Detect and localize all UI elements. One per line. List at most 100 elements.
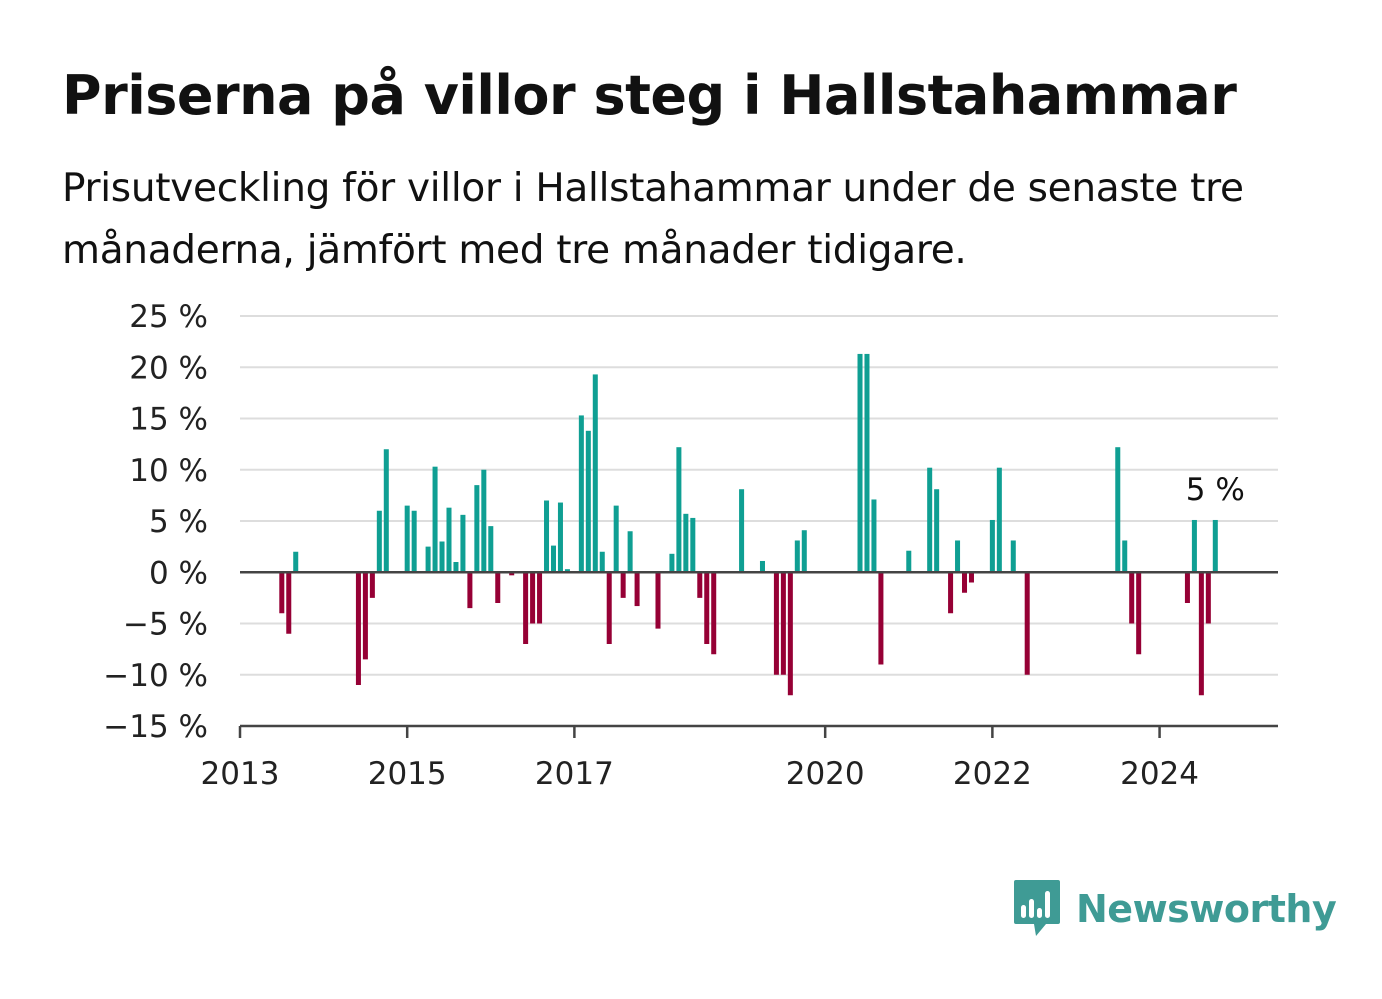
bar-negative [537, 572, 543, 624]
y-tick-label: −5 % [123, 607, 208, 643]
y-tick-label: −10 % [103, 658, 208, 694]
y-tick-label: 20 % [129, 350, 208, 386]
bar-negative [369, 572, 375, 598]
bar-positive [759, 560, 765, 573]
axes [240, 571, 1278, 728]
bar-negative [773, 572, 779, 675]
bar-positive [1010, 540, 1016, 573]
bar-negative [1198, 572, 1204, 696]
y-tick-label: −15 % [103, 709, 208, 745]
bar-positive [544, 500, 550, 573]
bar-positive [599, 551, 605, 573]
bar-positive [446, 507, 452, 573]
bar-positive [432, 466, 438, 573]
bar-positive [996, 467, 1002, 573]
bars [279, 353, 1218, 696]
bar-positive [801, 530, 807, 573]
bar-positive [474, 485, 480, 573]
bar-positive [411, 510, 417, 573]
bar-negative [606, 572, 612, 644]
bar-negative [780, 572, 786, 675]
bar-negative [1136, 572, 1142, 655]
y-tick-label: 5 % [149, 504, 208, 540]
chart-title: Priserna på villor steg i Hallstahammar [62, 64, 1237, 127]
bar-positive [669, 553, 675, 573]
bar-positive [864, 353, 870, 573]
bar-positive [481, 469, 487, 573]
bar-positive [676, 447, 682, 573]
bar-positive [690, 517, 696, 573]
bar-negative [1205, 572, 1211, 624]
y-tick-label: 15 % [129, 402, 208, 438]
bar-positive [934, 489, 940, 573]
bar-positive [1115, 447, 1121, 573]
annotation-label: 5 % [1186, 472, 1245, 508]
y-tick-label: 25 % [129, 299, 208, 335]
bar-negative [787, 572, 793, 696]
bar-negative [523, 572, 529, 644]
x-tick-label: 2024 [1120, 756, 1199, 792]
bar-positive [293, 551, 299, 573]
y-axis-ticks: −15 % −10 % −5 % 0 % 5 % 10 % 15 % 20 % 25 % [103, 299, 208, 745]
x-tick-label: 2020 [786, 756, 865, 792]
bar-positive [613, 505, 619, 573]
bar-negative [495, 572, 501, 603]
annotations: 5 % [1186, 472, 1245, 508]
bar-negative [697, 572, 703, 598]
bar-negative [968, 572, 974, 583]
bar-negative [878, 572, 884, 665]
brand-name: Newsworthy [1076, 887, 1337, 931]
bar-positive [564, 569, 570, 573]
x-tick-label: 2015 [368, 756, 447, 792]
bar-positive [1212, 519, 1218, 573]
bar-negative [655, 572, 661, 629]
bar-positive [739, 489, 745, 573]
bar-positive [376, 510, 382, 573]
bar-positive [383, 449, 389, 573]
bar-positive [439, 541, 445, 573]
bar-positive [794, 540, 800, 573]
bar-negative [1184, 572, 1190, 603]
bar-negative [1129, 572, 1135, 624]
bar-negative [530, 572, 536, 624]
bar-positive [404, 505, 410, 573]
bar-positive [460, 514, 466, 573]
bar-positive [989, 519, 995, 573]
bar-positive [550, 545, 556, 573]
bar-positive [927, 467, 933, 573]
grid-lines [240, 315, 1278, 676]
bar-chart-speech-bubble-icon [1014, 880, 1060, 936]
y-tick-label: 10 % [129, 453, 208, 489]
bar-positive [1191, 519, 1197, 573]
bar-negative [962, 572, 968, 593]
bar-positive [857, 353, 863, 573]
x-tick-label: 2022 [953, 756, 1032, 792]
bar-negative [362, 572, 368, 660]
bar-negative [711, 572, 717, 655]
chart-subtitle: Prisutveckling för villor i Hallstahamma… [62, 166, 1244, 273]
bar-positive [592, 374, 598, 573]
bar-negative [634, 572, 640, 607]
bar-positive [557, 502, 563, 573]
bar-positive [488, 526, 494, 573]
y-tick-label: 0 % [149, 555, 208, 591]
bar-negative [467, 572, 473, 609]
bar-negative [948, 572, 954, 614]
bar-positive [871, 499, 877, 573]
bar-negative [355, 572, 361, 685]
x-tick-label: 2017 [535, 756, 614, 792]
x-tick-label: 2013 [201, 756, 280, 792]
bar-positive [453, 562, 459, 573]
bar-positive [955, 540, 961, 573]
bar-negative [1024, 572, 1030, 675]
x-axis-ticks: 2013 2015 2017 2020 2022 2024 [201, 726, 1199, 792]
bar-negative [286, 572, 292, 634]
bar-negative [279, 572, 285, 614]
brand-logo: Newsworthy [1012, 878, 1337, 940]
bar-positive [578, 415, 584, 573]
bar-negative [704, 572, 710, 644]
bar-positive [585, 430, 591, 573]
bar-positive [683, 513, 689, 573]
bar-positive [627, 531, 633, 573]
